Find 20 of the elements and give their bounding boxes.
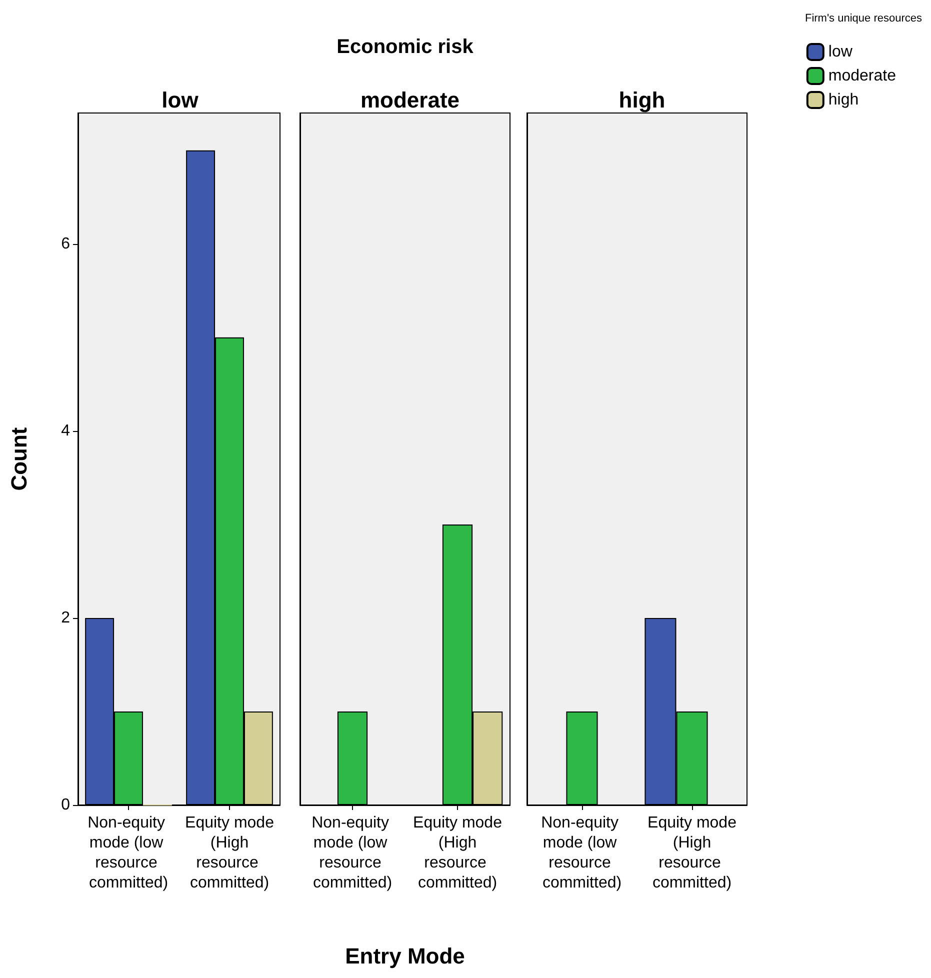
x-tick-label: Non-equity mode (low resource committed) (88, 814, 170, 892)
y-tick-label: 2 (61, 609, 70, 626)
x-tick-label: Non-equity mode (low resource committed) (541, 814, 623, 892)
chart-subtitle: moderate (360, 88, 460, 112)
y-tick-label: 4 (61, 422, 70, 440)
x-tick-label: Equity mode (High resource committed) (413, 814, 502, 892)
y-tick-label: 0 (61, 796, 70, 814)
legend-title: Firm's unique resources (804, 12, 922, 24)
y-axis-title: Count (6, 426, 32, 491)
x-tick-label: Non-equity mode (low resource committed) (312, 814, 394, 892)
chart-title: low (162, 88, 200, 112)
x-axis-title: Entry Mode (345, 944, 465, 968)
x-tick-label: Equity mode (High resource committed) (185, 814, 274, 892)
x-tick-label: Equity mode (High resource committed) (648, 814, 737, 892)
chart-title: Economic risk (336, 36, 474, 58)
legend-label: high (828, 92, 859, 108)
chart-title: high (618, 88, 666, 112)
y-tick-label: 6 (61, 235, 70, 252)
legend-label: low (828, 44, 853, 60)
legend-label: moderate (828, 68, 896, 84)
